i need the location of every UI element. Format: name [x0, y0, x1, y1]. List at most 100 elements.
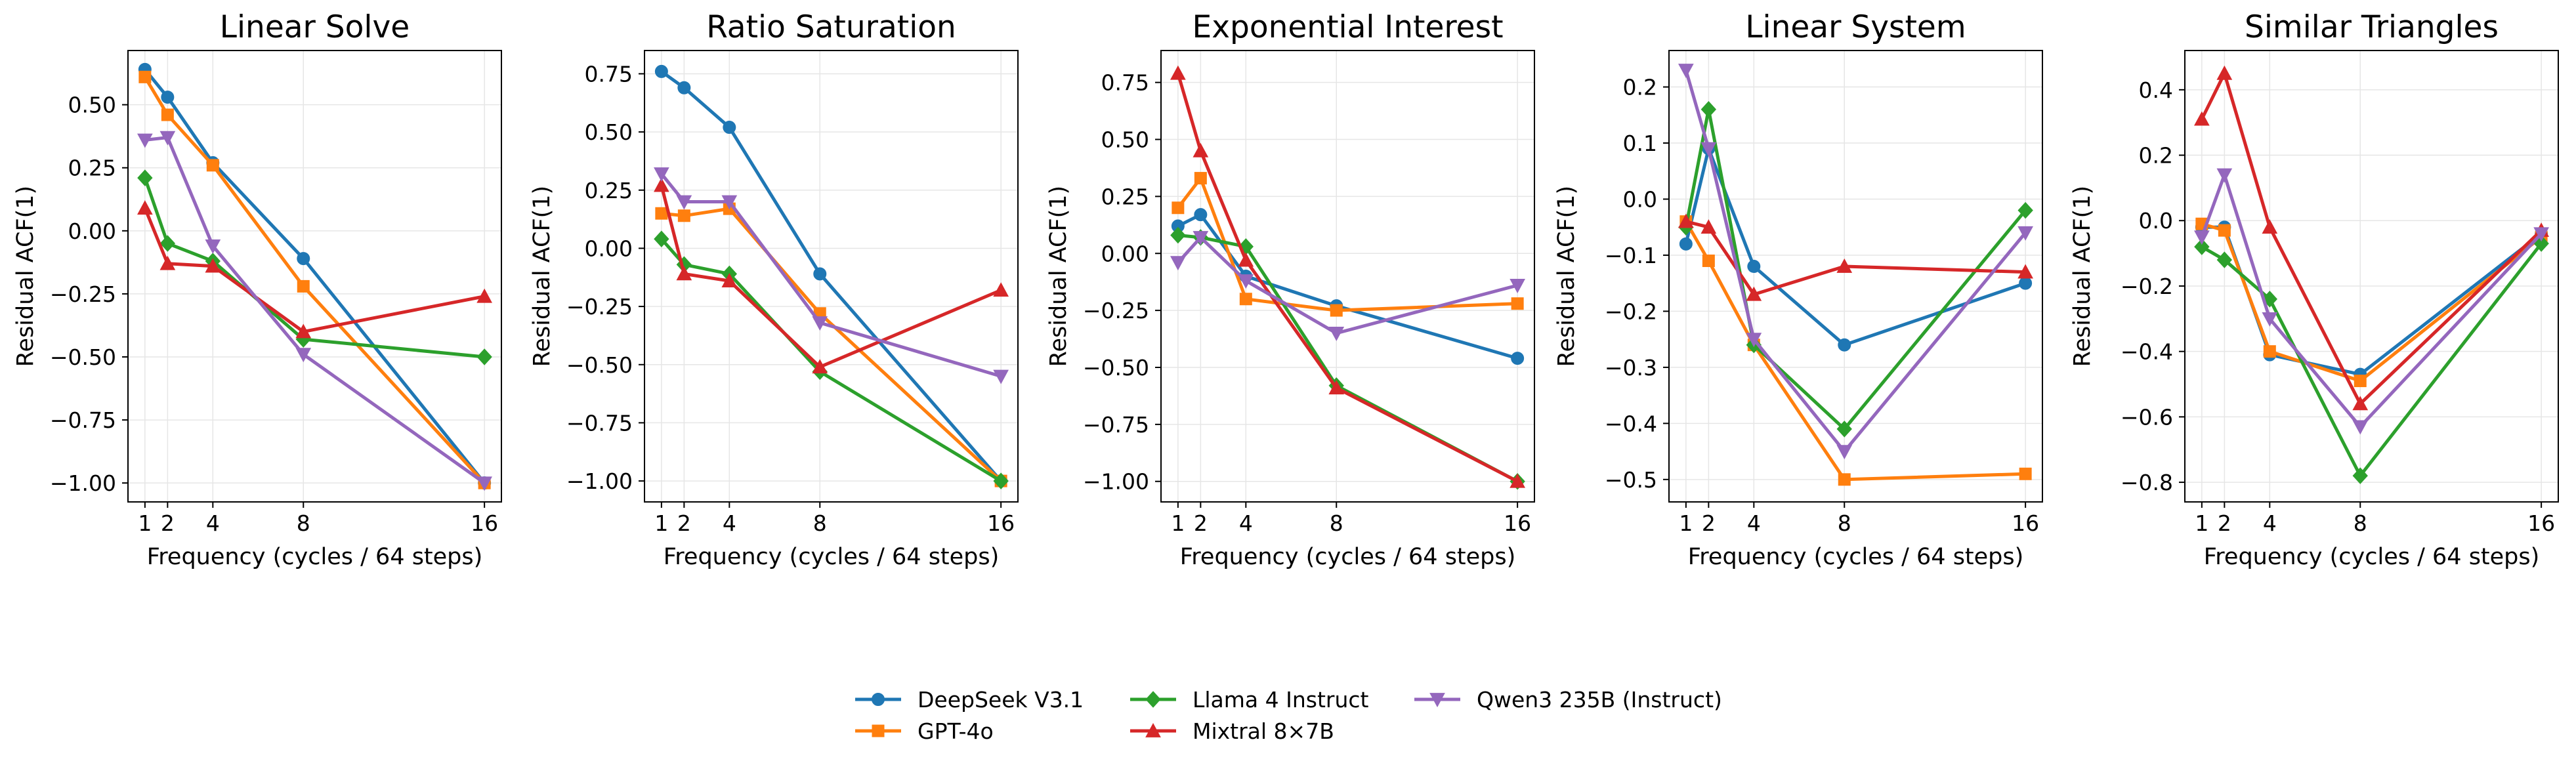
y-tick-label: −0.3: [1605, 355, 1657, 381]
y-tick-label: 0.25: [585, 178, 633, 203]
series-line-gpt-4o: [660, 207, 1003, 483]
data-point-mixtral-8-7b: [159, 255, 176, 270]
x-tick-label: 8: [1330, 510, 1343, 536]
data-point-qwen3-235b-instruct: [1170, 256, 1186, 271]
grid: [1161, 51, 1534, 502]
series-line-mixtral-8-7b: [1176, 72, 1519, 484]
x-axis-label: Frequency (cycles / 64 steps): [1688, 544, 2024, 570]
y-axis-label: Residual ACF(1): [1553, 186, 1580, 367]
data-point-mixtral-8-7b: [205, 258, 221, 273]
panel-linear-system: 1 2 4 8 16 0.2 0.1 0.0 −0.1 −0.2 −0.3 −0.4 −0.5 Linea…: [1553, 9, 2043, 570]
data-point-deepseek-v3-1: [677, 81, 691, 94]
y-axis-label: Residual ACF(1): [1045, 186, 1072, 367]
data-point-mixtral-8-7b: [721, 273, 738, 287]
data-point-qwen3-235b-instruct: [676, 195, 692, 210]
data-point-mixtral-8-7b: [2352, 396, 2369, 411]
data-point-llama-4-instruct: [2216, 251, 2233, 268]
y-axis: 0.75 0.50 0.25 0.00 −0.25 −0.50 −0.75 −1.00: [1083, 70, 1161, 495]
chart-title: Exponential Interest: [1193, 9, 1504, 45]
chart-title: Linear System: [1745, 9, 1966, 45]
legend-marker: [872, 693, 885, 706]
data-point-mixtral-8-7b: [1510, 473, 1525, 488]
x-tick-label: 4: [1239, 510, 1253, 536]
x-axis-label: Frequency (cycles / 64 steps): [664, 544, 1000, 570]
panels: 1 2 4 8 160.500.250.00−0.25−0.50−0.75−1.00Li…: [12, 9, 2559, 570]
data-point-qwen3-235b-instruct: [1238, 274, 1254, 289]
x-tick-label: 8: [813, 510, 827, 536]
legend-marker: [1429, 693, 1445, 708]
y-tick-label: 0.2: [1623, 75, 1657, 100]
y-tick-label: −0.1: [1605, 243, 1657, 268]
x-axis: 1 2 4 8 16: [1679, 502, 2039, 536]
axes-frame: [2184, 50, 2559, 503]
x-tick-label: 2: [161, 510, 175, 536]
legend-marker: [1145, 691, 1161, 708]
x-tick-label: 8: [297, 510, 310, 536]
data-point-gpt-4o: [1239, 293, 1252, 306]
data-point-gpt-4o: [1838, 473, 1851, 486]
x-tick-label: 1: [1679, 510, 1693, 536]
axes-frame: [1668, 50, 2043, 503]
data-point-gpt-4o: [1194, 172, 1207, 185]
data-point-qwen3-235b-instruct: [1193, 231, 1209, 245]
data-point-llama-4-instruct: [137, 169, 153, 186]
y-tick-label: 0.1: [1623, 131, 1657, 156]
data-point-llama-4-instruct: [159, 235, 176, 252]
legend-label: GPT-4o: [918, 718, 994, 744]
x-tick-label: 1: [2195, 510, 2208, 536]
data-point-qwen3-235b-instruct: [1678, 64, 1694, 78]
data-point-qwen3-235b-instruct: [137, 133, 153, 148]
chart-title: Linear Solve: [220, 9, 410, 45]
data-point-qwen3-235b-instruct: [2262, 312, 2278, 327]
panel-linear-solve: 1 2 4 8 16 0.50 0.25 0.00 −0.25 −0.50 −0.75 −1.00 Li…: [12, 9, 502, 570]
y-tick-label: −0.75: [566, 410, 633, 436]
y-axis: 0.50 0.25 0.00 −0.25 −0.50 −0.75 −1.00: [50, 93, 128, 496]
series-group: [654, 64, 1009, 489]
legend-label: Llama 4 Instruct: [1193, 687, 1369, 713]
legend-item-gpt-4o: GPT-4o: [855, 718, 994, 744]
panel-similar-triangles: 1 2 4 8 16 0.4 0.2 0.0 −0.2 −0.4 −0.6 −0.8 Similar T…: [2069, 9, 2559, 570]
legend-label: Mixtral 8×7B: [1193, 718, 1334, 744]
x-tick-label: 16: [2012, 510, 2039, 536]
data-point-llama-4-instruct: [2194, 238, 2210, 255]
data-point-mixtral-8-7b: [1328, 380, 1345, 395]
data-point-gpt-4o: [1330, 304, 1343, 317]
data-point-qwen3-235b-instruct: [1328, 327, 1345, 341]
data-point-llama-4-instruct: [2352, 467, 2368, 484]
series-line-qwen3-235b-instruct: [660, 172, 1003, 378]
y-tick-label: −0.6: [2121, 404, 2173, 430]
panel-ratio-saturation: 1 2 4 8 16 0.75 0.50 0.25 0.00 −0.25 −0.50 −0.75 −1.…: [529, 9, 1019, 570]
data-point-deepseek-v3-1: [297, 252, 310, 266]
y-axis: 0.75 0.50 0.25 0.00 −0.25 −0.50 −0.75 −1.00: [566, 61, 644, 494]
data-point-qwen3-235b-instruct: [1510, 279, 1525, 293]
data-point-llama-4-instruct: [1836, 421, 1852, 438]
y-tick-label: 0.50: [68, 93, 116, 118]
x-axis: 1 2 4 8 16: [138, 502, 498, 536]
y-tick-label: −0.75: [1083, 412, 1149, 438]
legend-marker: [1145, 722, 1161, 737]
x-tick-label: 2: [1194, 510, 1208, 536]
y-tick-label: 0.0: [1623, 186, 1657, 212]
y-tick-label: 0.25: [68, 155, 116, 181]
x-axis-label: Frequency (cycles / 64 steps): [1180, 544, 1516, 570]
data-point-qwen3-235b-instruct: [654, 167, 669, 182]
data-point-qwen3-235b-instruct: [721, 195, 738, 210]
y-tick-label: −0.8: [2121, 470, 2173, 495]
legend-item-mixtral-8-7b: Mixtral 8×7B: [1130, 718, 1334, 744]
x-tick-label: 4: [1747, 510, 1761, 536]
data-point-mixtral-8-7b: [654, 177, 669, 192]
x-axis: 1 2 4 8 16: [1171, 502, 1531, 536]
x-tick-label: 2: [1702, 510, 1716, 536]
y-tick-label: −0.25: [1083, 298, 1149, 323]
y-axis-label: Residual ACF(1): [12, 186, 39, 367]
data-point-gpt-4o: [1511, 297, 1524, 310]
data-point-gpt-4o: [297, 279, 310, 293]
x-tick-label: 2: [2218, 510, 2231, 536]
data-point-deepseek-v3-1: [1511, 352, 1525, 365]
x-tick-label: 16: [1504, 510, 1531, 536]
data-point-qwen3-235b-instruct: [2017, 226, 2033, 241]
data-point-qwen3-235b-instruct: [1700, 142, 1717, 157]
data-point-llama-4-instruct: [993, 472, 1009, 489]
legend-item-deepseek-v3-1: DeepSeek V3.1: [855, 687, 1084, 713]
data-point-mixtral-8-7b: [1238, 252, 1254, 267]
